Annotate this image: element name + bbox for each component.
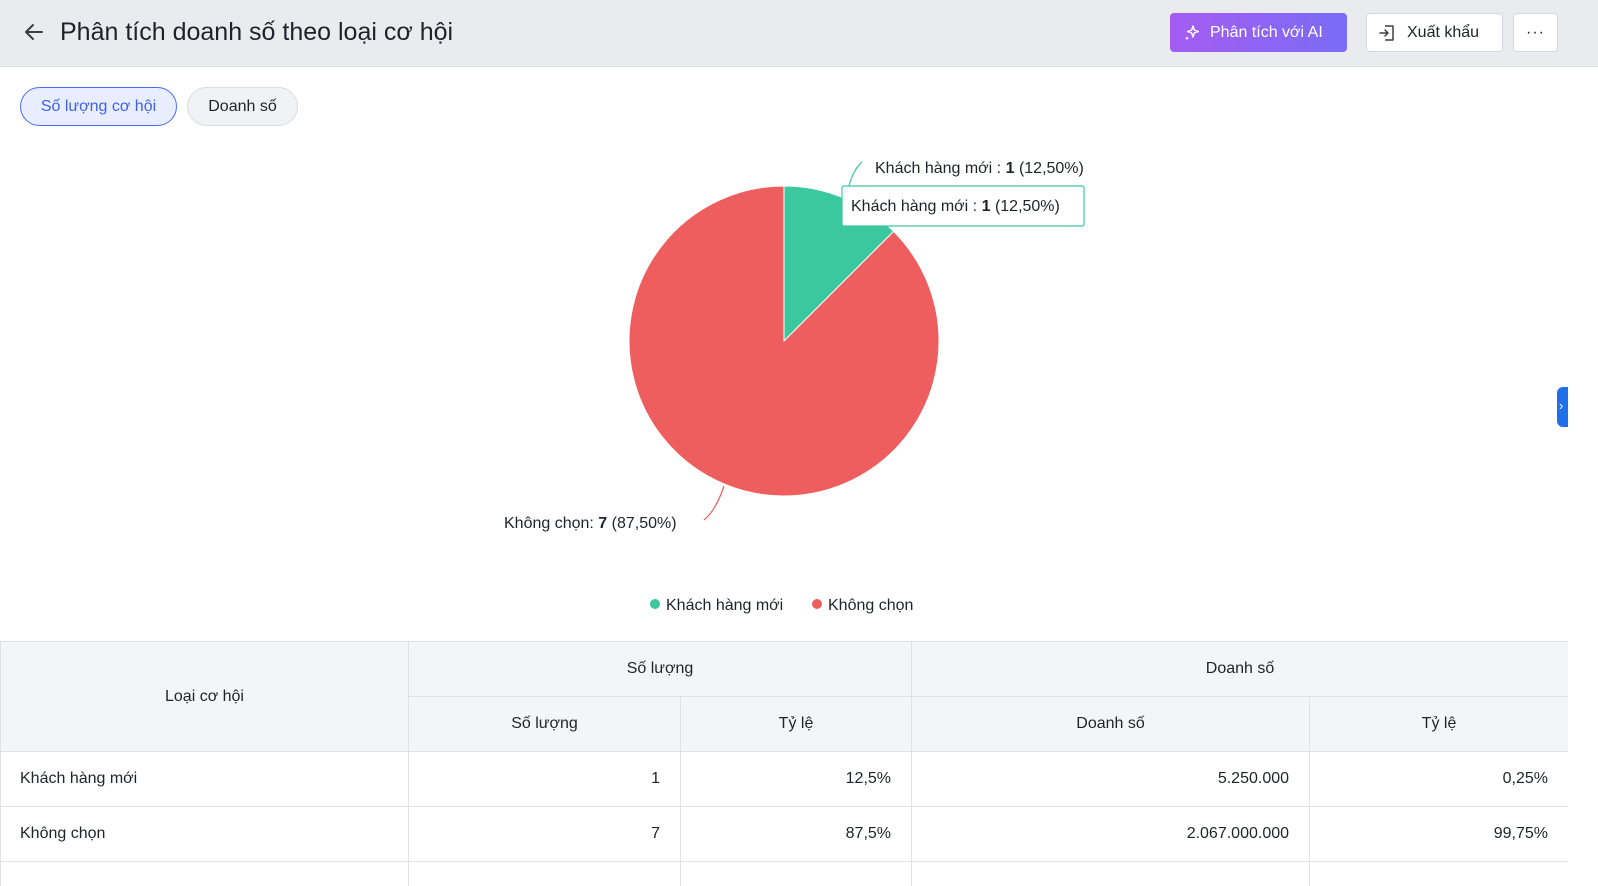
cell-revenue: 2.067.000.000 — [911, 806, 1311, 862]
tab-opportunity-count-label: Số lượng cơ hội — [40, 97, 157, 115]
cell-quantity: 7 — [408, 806, 681, 862]
legend-label-new-customer: Khách hàng mới — [666, 597, 783, 614]
cell-quantity-ratio: 87,5% — [679, 806, 913, 862]
pie-chart: Khách hàng mới : 1 (12,50%) Không chọn: … — [504, 160, 1085, 614]
column-header-opportunity-type: Loại cơ hội — [0, 641, 409, 752]
group-header-quantity: Số lượng — [407, 641, 913, 697]
group-header-revenue: Doanh số — [911, 641, 1568, 697]
tab-revenue-label: Doanh số — [208, 97, 277, 115]
chevron-right-icon: › — [1559, 398, 1564, 413]
table-row — [0, 861, 1568, 886]
table-row: Không chọn 7 87,5% 2.067.000.000 99,75% — [0, 806, 1568, 862]
leader-line-not-selected — [703, 485, 725, 521]
back-arrow-icon[interactable] — [20, 18, 48, 46]
column-header-quantity-ratio: Tỷ lệ — [679, 696, 913, 752]
cell-opportunity-type: Khách hàng mới — [0, 751, 409, 807]
cell-revenue-ratio: 99,75% — [1309, 806, 1568, 862]
export-label: Xuất khẩu — [1407, 23, 1480, 41]
legend-dot-new-customer — [650, 599, 660, 609]
column-header-quantity: Số lượng — [408, 696, 681, 752]
slice-label-new-customer: Khách hàng mới : 1 (12,50%) — [875, 160, 1084, 177]
legend-item-new-customer[interactable]: Khách hàng mới — [650, 597, 783, 614]
legend-dot-not-selected — [812, 599, 822, 609]
legend-label-not-selected: Không chọn — [828, 597, 913, 614]
pie-slice-not-selected[interactable] — [628, 185, 940, 497]
slice-label-not-selected: Không chọn: 7 (87,50%) — [504, 515, 677, 532]
cell-revenue: 5.250.000 — [911, 751, 1311, 807]
chart-tooltip: Khách hàng mới : 1 (12,50%) — [841, 185, 1085, 227]
cell-quantity: 1 — [408, 751, 681, 807]
chart-legend: Khách hàng mới Không chọn — [650, 597, 913, 614]
page-title: Phân tích doanh số theo loại cơ hội — [60, 18, 454, 46]
more-dots-icon: ··· — [1526, 23, 1545, 41]
data-table: Loại cơ hội Số lượng Doanh số Số lượng T… — [0, 641, 1568, 886]
analyze-with-ai-label: Phân tích với AI — [1210, 23, 1323, 41]
cell-opportunity-type: Không chọn — [0, 806, 409, 862]
cell-revenue-ratio: 0,25% — [1309, 751, 1568, 807]
export-icon — [1377, 23, 1397, 43]
column-header-revenue-ratio: Tỷ lệ — [1309, 696, 1568, 752]
legend-item-not-selected[interactable]: Không chọn — [812, 597, 913, 614]
sparkle-icon — [1182, 23, 1202, 43]
leader-line-new-customer — [848, 161, 863, 187]
tab-opportunity-count[interactable]: Số lượng cơ hội — [20, 87, 177, 126]
side-panel-toggle[interactable]: › — [1557, 387, 1568, 427]
column-header-revenue: Doanh số — [911, 696, 1311, 752]
page-header: Phân tích doanh số theo loại cơ hội Phân… — [0, 0, 1598, 67]
cell-quantity-ratio: 12,5% — [679, 751, 913, 807]
analyze-with-ai-button[interactable]: Phân tích với AI — [1170, 13, 1347, 52]
tab-revenue[interactable]: Doanh số — [187, 87, 298, 126]
more-options-button[interactable]: ··· — [1513, 13, 1558, 52]
table-row: Khách hàng mới 1 12,5% 5.250.000 0,25% — [0, 751, 1568, 807]
tooltip-text: Khách hàng mới : 1 (12,50%) — [851, 198, 1060, 215]
export-button[interactable]: Xuất khẩu — [1366, 13, 1503, 52]
